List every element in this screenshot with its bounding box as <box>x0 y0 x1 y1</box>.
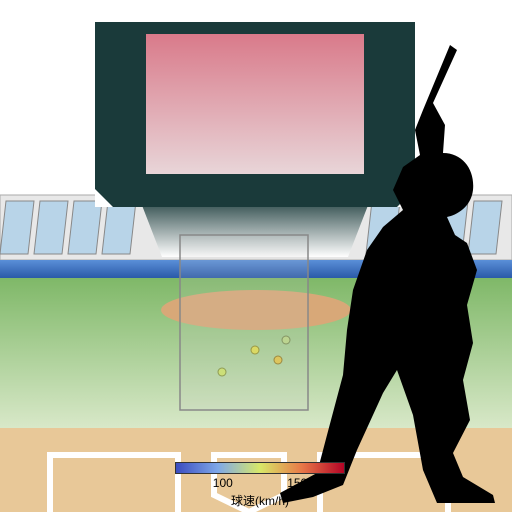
pitch-marker <box>218 368 227 377</box>
legend-gradient-bar <box>175 462 345 474</box>
speed-legend: 100 150 球速(km/h) <box>175 462 345 509</box>
legend-tick-0: 100 <box>213 476 233 490</box>
pitch-markers-layer <box>0 0 512 512</box>
legend-ticks: 100 150 <box>175 476 345 490</box>
pitch-marker <box>282 336 291 345</box>
pitch-marker <box>251 346 260 355</box>
pitch-marker <box>274 356 283 365</box>
legend-label: 球速(km/h) <box>175 492 345 509</box>
legend-tick-1: 150 <box>287 476 307 490</box>
